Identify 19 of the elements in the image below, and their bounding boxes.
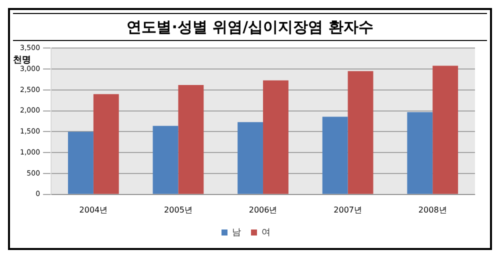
x-tick-label: 2006년: [248, 205, 278, 214]
chart-title: 연도별·성별 위염/십이지장염 환자수: [13, 13, 487, 41]
bar: [93, 94, 119, 194]
bar: [68, 132, 94, 194]
x-tick-label: 2007년: [334, 205, 362, 214]
bar: [238, 122, 264, 194]
x-tick-label: 2004년: [79, 205, 108, 214]
bar: [152, 126, 178, 194]
legend-label: 남: [232, 228, 241, 238]
bar: [407, 112, 433, 194]
legend-label: 여: [262, 228, 270, 238]
x-tick-label: 2005년: [164, 205, 192, 214]
bar: [178, 84, 204, 194]
bar: [348, 71, 374, 194]
bar: [432, 66, 458, 194]
bar: [322, 116, 348, 194]
y-axis-title: 천명: [13, 56, 31, 66]
x-tick-label: 2008년: [418, 205, 447, 214]
bar: [263, 80, 288, 194]
